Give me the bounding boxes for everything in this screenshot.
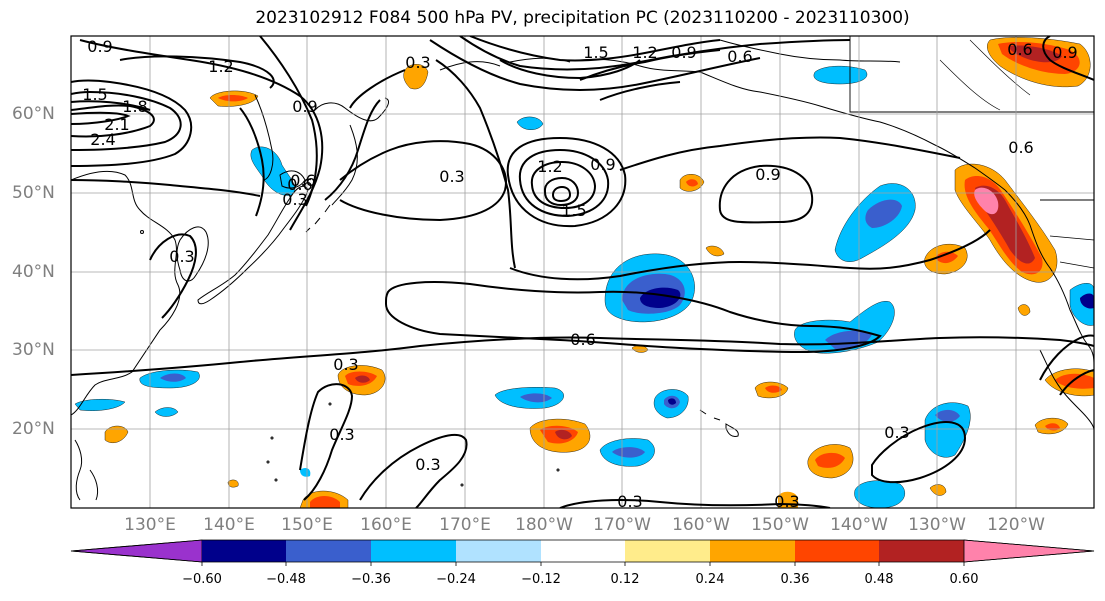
lon-label: 170°W [593,515,651,535]
map-frame [70,35,1095,509]
lat-label: 20°N [12,419,55,439]
contour-label: 1.2 [632,43,657,62]
contour-label: 2.4 [90,130,115,149]
lat-label: 60°N [12,104,55,124]
contour-label: 1.5 [82,85,107,104]
colorbar-segment [625,540,710,562]
colorbar-segment [286,540,371,562]
lat-label: 30°N [12,340,55,360]
lon-label: 130°E [124,515,176,535]
positive-anomalies [104,37,1094,508]
colorbar-segment [795,540,879,562]
negative-anomalies [74,65,1094,508]
contour-label: 0.9 [292,97,317,116]
contour-label: 0.9 [671,43,696,62]
colorbar-tick-label: 0.48 [864,572,894,587]
colorbar-segment [541,540,625,562]
lon-label: 150°E [281,515,333,535]
contour-label: 1.2 [208,57,233,76]
contour-label: 0.3 [329,425,354,444]
contour-labels: 0.9 1.2 1.5 1.8 2.1 2.4 0.3 0.9 0.6 0.3 … [82,37,1077,511]
contour-label: 0.9 [755,165,780,184]
lon-label: 140°E [203,515,255,535]
contour-label: 0.9 [590,155,615,174]
colorbar-tick-label: 0.12 [610,572,640,587]
coastlines [71,36,1094,501]
colorbar-segment [371,540,456,562]
contour-label: 0.3 [169,247,194,266]
colorbar-extend-max [963,539,1095,563]
contour-label: 0.6 [290,171,315,190]
contour-label: 1.5 [561,201,586,220]
lon-label: 140°W [830,515,888,535]
contour-label: 0.3 [774,492,799,511]
contour-label: 0.6 [1007,40,1032,59]
contour-label: 0.9 [87,37,112,56]
colorbar-tick-label: 0.36 [780,572,810,587]
contour-label: 0.3 [405,53,430,72]
lon-label: 180°W [515,515,573,535]
lon-label: 120°W [987,515,1045,535]
precipitation-shading [74,37,1094,508]
colorbar-tick-label: −0.60 [182,572,222,587]
lon-label: 160°E [360,515,412,535]
map-title: 2023102912 F084 500 hPa PV, precipitatio… [255,8,910,28]
colorbar-segment [879,540,964,562]
lon-label: 170°E [439,515,491,535]
contour-label: 0.3 [282,190,307,209]
pv-contours [71,36,1094,508]
contour-label: 0.6 [1008,138,1033,157]
contour-label: 0.6 [727,47,752,66]
lon-label: 130°W [908,515,966,535]
colorbar-tick-label: 0.60 [949,572,979,587]
colorbar-segment [710,540,795,562]
contour-label: 2.1 [104,115,129,134]
colorbar-tick-label: −0.36 [351,572,391,587]
contour-label: 1.5 [583,43,608,62]
contour-label: 0.3 [617,492,642,511]
colorbar-extend-min [70,539,203,563]
colorbar-segment [202,540,286,562]
lon-label: 160°W [672,515,730,535]
colorbar-tick-label: −0.24 [436,572,476,587]
contour-label: 0.6 [570,330,595,349]
contour-label: 0.3 [415,455,440,474]
contour-label: 0.3 [884,423,909,442]
colorbar-tick-label: −0.12 [521,572,561,587]
contour-label: 0.9 [1052,43,1077,62]
lat-label: 40°N [12,262,55,282]
contour-label: 0.6 [287,175,312,194]
contour-label: 0.3 [333,355,358,374]
colorbar-tick-label: 0.24 [695,572,725,587]
colorbar-tick-label: −0.48 [266,572,306,587]
colorbar-segment [456,540,541,562]
contour-label: 0.3 [439,167,464,186]
colorbar [70,539,1095,566]
lon-label: 150°W [751,515,809,535]
contour-label: 1.8 [122,97,147,116]
lat-label: 50°N [12,183,55,203]
contour-label: 1.2 [537,157,562,176]
